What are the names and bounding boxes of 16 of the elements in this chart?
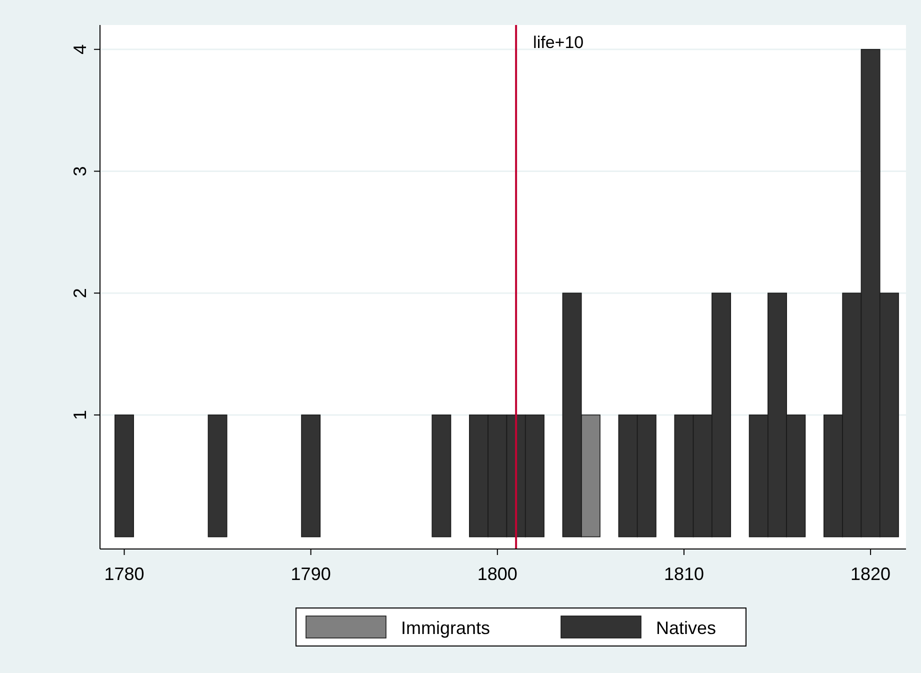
x-tick-label: 1790: [290, 564, 331, 584]
bar: [208, 414, 228, 538]
bar: [432, 414, 452, 538]
bar: [114, 414, 134, 538]
y-tick-label: 2: [70, 288, 90, 298]
x-tick-label: 1810: [664, 564, 704, 584]
x-tick-label: 1820: [850, 564, 891, 584]
legend-label: Immigrants: [401, 618, 490, 638]
y-tick-label: 4: [70, 44, 90, 54]
x-tick-label: 1800: [477, 564, 518, 584]
y-tick-label: 1: [70, 410, 90, 420]
ref-line-label: life+10: [533, 33, 584, 52]
x-tick-label: 1780: [104, 564, 144, 584]
bar: [301, 414, 321, 538]
y-tick-label: 3: [70, 166, 90, 176]
legend-label: Natives: [656, 618, 716, 638]
